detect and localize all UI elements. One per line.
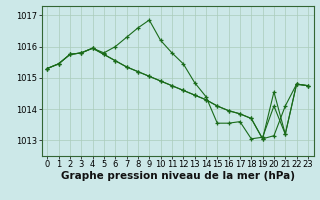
X-axis label: Graphe pression niveau de la mer (hPa): Graphe pression niveau de la mer (hPa) [60, 171, 295, 181]
